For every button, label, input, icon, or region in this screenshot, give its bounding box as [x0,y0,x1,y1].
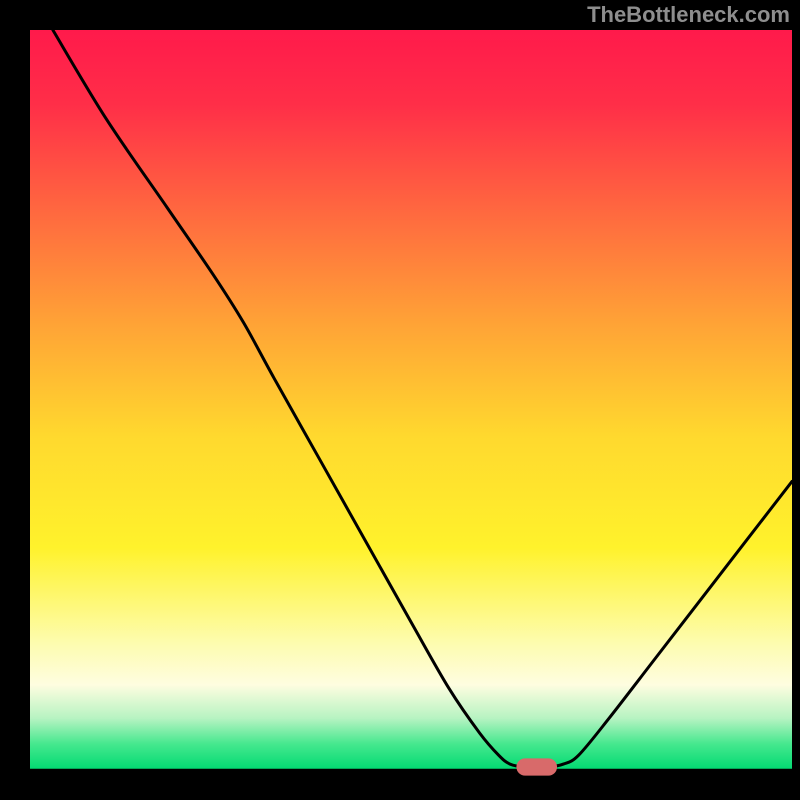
bottleneck-chart [0,0,800,800]
chart-frame: TheBottleneck.com [0,0,800,800]
gradient-background [30,30,792,770]
plot-area [30,30,792,775]
watermark-text: TheBottleneck.com [587,2,790,28]
optimal-marker [517,759,557,775]
